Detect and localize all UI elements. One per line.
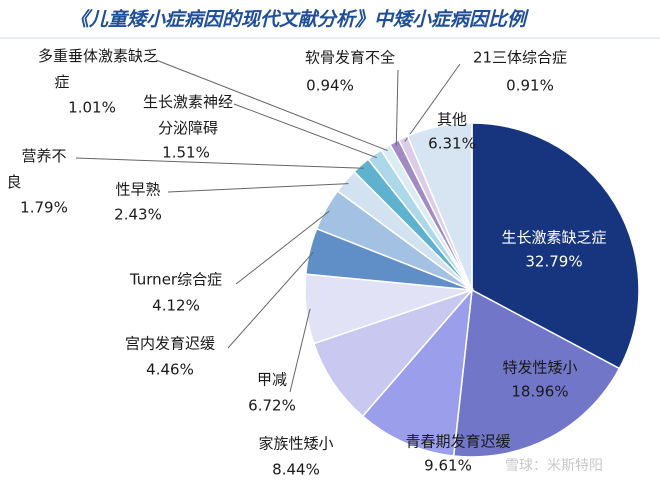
leader-line [404,63,461,142]
category-label: 软骨发育不全 [305,49,395,67]
value-label: 6.31% [428,135,476,153]
value-label: 1.79% [20,199,68,217]
leader-line [227,251,314,349]
leader-line [233,103,377,159]
leader-line [289,308,311,393]
category-label: 宫内发育迟缓 [125,335,215,353]
value-label: 1.51% [162,144,210,162]
value-label: 0.94% [306,77,354,95]
watermark: 雪球：米斯特阳 [505,458,603,474]
pie-slice [361,287,474,457]
category-label: 家族性矮小 [258,435,333,453]
category-label: 多重垂体激素缺乏症 [38,47,158,91]
category-label: Turner综合症 [129,271,222,289]
leader-line [167,183,349,193]
category-label: 青春期发育迟缓 [405,433,510,451]
value-label: 1.01% [68,99,116,117]
leader-line [395,69,399,146]
category-label: 特发性矮小 [502,359,577,377]
pie-slice [406,122,473,291]
category-label: 生长激素缺乏症 [501,229,606,247]
category-label: 生长激素神经分泌障碍 [143,93,233,137]
category-label: 性早熟 [115,181,160,199]
pie-slice [471,122,640,370]
value-label: 4.46% [146,361,194,379]
value-label: 4.12% [152,297,200,315]
category-label: 21三体综合症 [473,49,567,67]
value-label: 0.91% [506,77,554,95]
pie-slice [312,288,475,418]
leader-line [155,59,388,152]
chart-title: 《儿童矮小症病因的现代文献分析》中矮小症病因比例 [70,9,529,31]
value-label: 32.79% [525,253,582,271]
leader-line [75,157,364,169]
value-label: 9.61% [424,457,472,475]
value-label: 2.43% [114,206,162,224]
pie-slice [452,288,621,458]
value-label: 6.72% [248,397,296,415]
leader-line [235,210,330,285]
category-label: 营养不良 [6,147,66,191]
category-label: 甲减 [257,371,287,389]
value-label: 18.96% [511,383,568,401]
category-label: 其他 [437,111,467,129]
value-label: 8.44% [272,461,320,479]
